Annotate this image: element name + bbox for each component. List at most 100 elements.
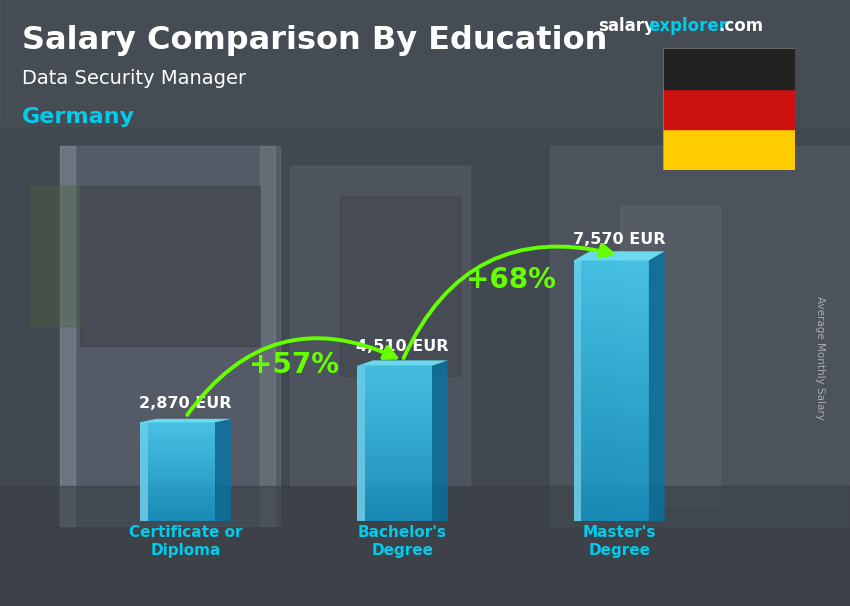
Bar — [140, 462, 148, 465]
Bar — [574, 261, 581, 269]
Bar — [574, 361, 649, 365]
Text: Salary Comparison By Education: Salary Comparison By Education — [22, 25, 608, 56]
Bar — [140, 445, 148, 448]
Bar — [140, 482, 148, 485]
Bar — [357, 395, 432, 397]
Bar — [574, 478, 581, 487]
Bar — [140, 493, 215, 494]
Bar — [30, 186, 80, 326]
Bar — [140, 467, 215, 468]
Bar — [357, 399, 432, 402]
Bar — [140, 442, 215, 444]
Bar — [357, 459, 432, 462]
Bar — [574, 487, 581, 495]
Bar — [574, 373, 581, 382]
Bar — [357, 397, 365, 402]
Bar — [140, 518, 148, 521]
Bar — [574, 408, 649, 413]
Bar — [357, 371, 432, 373]
Bar — [140, 429, 215, 430]
Bar — [290, 166, 470, 486]
Bar — [357, 485, 365, 490]
Bar — [140, 485, 215, 487]
Bar — [140, 483, 215, 485]
Bar — [140, 491, 215, 493]
Bar — [574, 425, 581, 435]
Bar — [140, 422, 215, 424]
Bar — [574, 351, 649, 356]
Bar — [574, 278, 581, 287]
Bar — [140, 513, 215, 514]
Text: Bachelor's
Degree: Bachelor's Degree — [358, 525, 447, 558]
Bar — [140, 475, 148, 478]
Bar — [140, 482, 215, 483]
Bar — [574, 517, 649, 521]
Bar — [357, 503, 432, 505]
Bar — [140, 468, 215, 470]
Bar — [140, 487, 215, 488]
Bar — [574, 265, 649, 269]
Bar — [663, 89, 795, 129]
Bar — [357, 505, 432, 508]
Bar — [357, 482, 432, 485]
Bar — [357, 371, 365, 376]
Bar — [574, 399, 581, 408]
Bar — [357, 462, 432, 464]
Bar — [140, 459, 215, 460]
Bar — [140, 427, 215, 429]
Bar — [357, 373, 432, 376]
Text: Master's
Degree: Master's Degree — [582, 525, 656, 558]
Bar — [574, 287, 649, 291]
Bar — [357, 402, 432, 405]
Bar — [260, 146, 275, 526]
Bar — [140, 471, 148, 475]
Bar — [357, 505, 365, 511]
Bar — [140, 511, 148, 514]
Bar — [140, 429, 148, 432]
Text: +68%: +68% — [466, 265, 556, 294]
Bar — [140, 503, 215, 505]
Bar — [357, 444, 432, 446]
Bar — [140, 448, 148, 452]
Bar — [140, 470, 215, 471]
Bar — [140, 473, 215, 475]
Bar — [574, 325, 649, 330]
Bar — [140, 459, 148, 462]
Bar — [357, 428, 432, 430]
Bar — [357, 459, 365, 464]
Bar — [574, 435, 649, 439]
Bar — [357, 493, 432, 495]
Bar — [574, 395, 649, 399]
Bar — [357, 428, 365, 433]
Bar — [140, 488, 148, 491]
Bar — [357, 423, 365, 428]
Bar — [357, 498, 432, 501]
Bar — [357, 451, 432, 454]
Bar — [140, 464, 215, 465]
Bar — [574, 313, 581, 321]
Bar — [574, 304, 649, 308]
Bar — [574, 491, 649, 495]
Bar — [357, 472, 432, 474]
Bar — [357, 441, 432, 444]
Bar — [357, 384, 432, 387]
Bar — [140, 457, 215, 459]
Bar — [140, 498, 215, 500]
Bar — [574, 473, 649, 478]
Bar — [140, 496, 215, 498]
Bar — [140, 494, 148, 498]
Text: .com: .com — [718, 17, 763, 35]
Text: 2,870 EUR: 2,870 EUR — [139, 396, 232, 411]
Bar — [357, 407, 432, 410]
Polygon shape — [140, 419, 231, 422]
Polygon shape — [215, 419, 231, 521]
Bar — [357, 454, 365, 459]
Bar — [574, 513, 649, 517]
Bar — [140, 430, 215, 432]
Text: Data Security Manager: Data Security Manager — [22, 68, 246, 88]
Bar — [140, 452, 215, 454]
Bar — [140, 442, 148, 445]
Bar — [574, 304, 581, 313]
Bar — [574, 365, 581, 373]
Bar — [60, 146, 280, 526]
